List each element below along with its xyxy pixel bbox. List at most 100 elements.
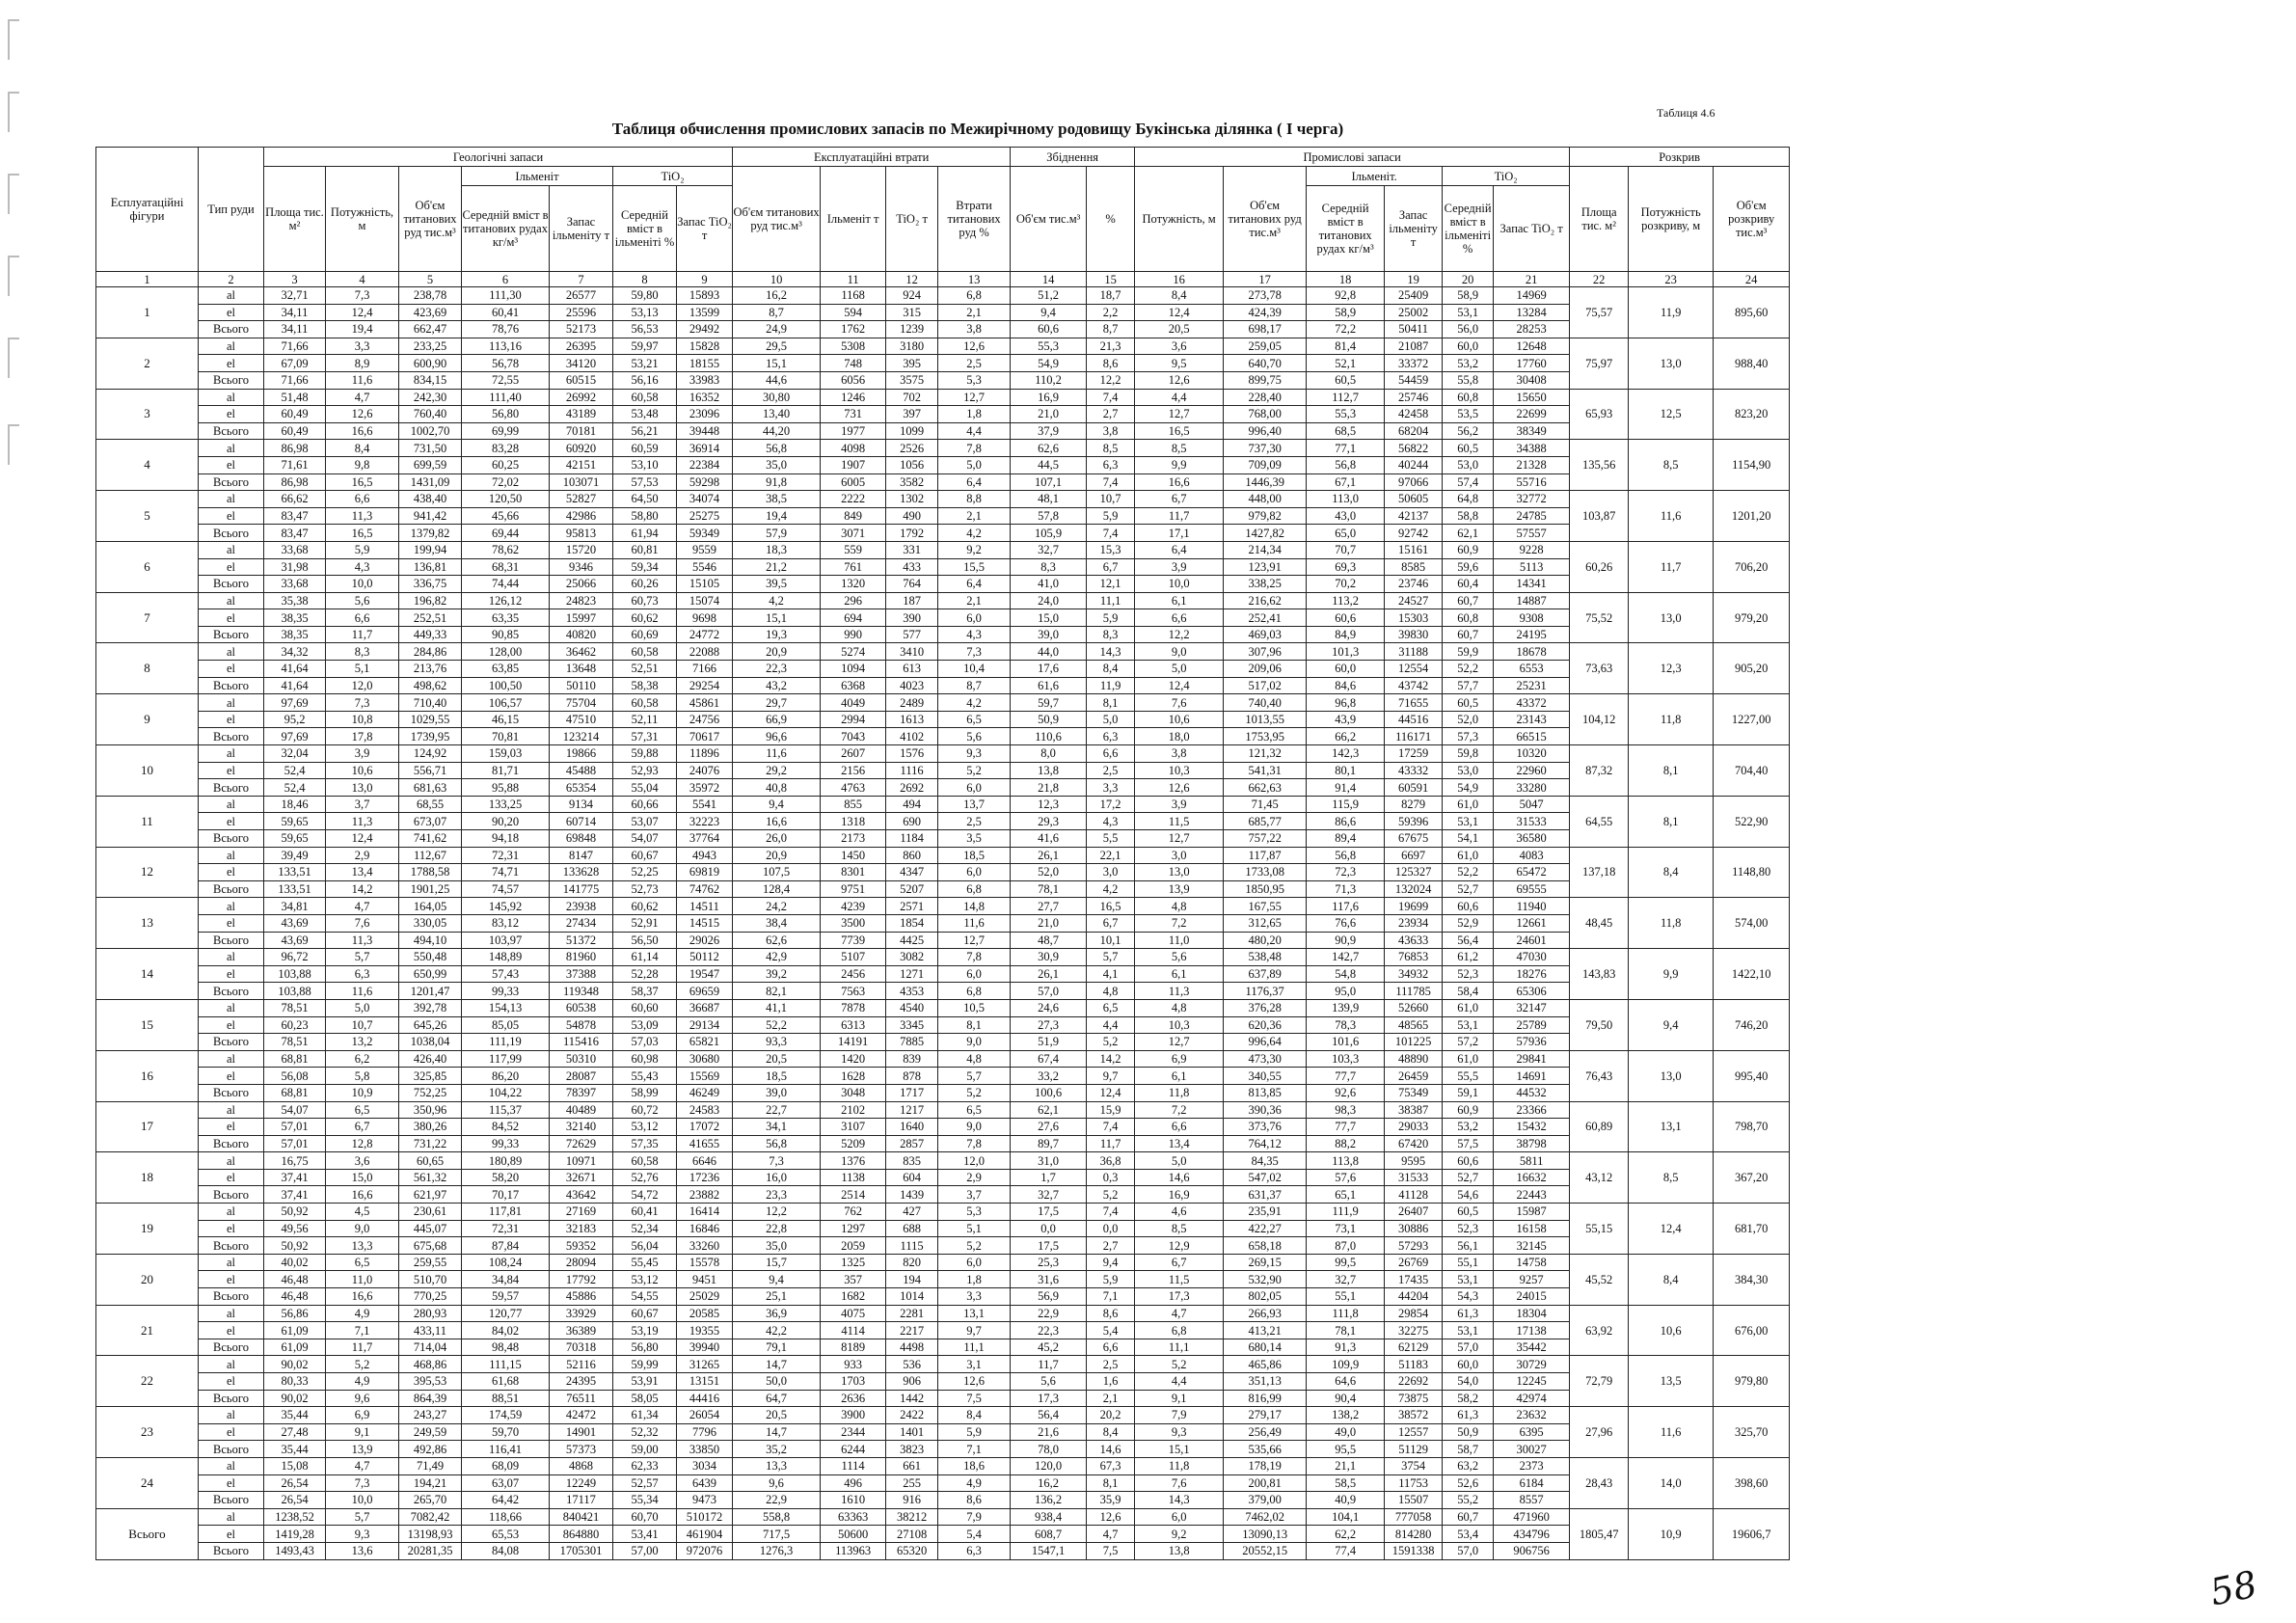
table-row: 12 al 39,49 2,9 112,67 72,31 8147 60,67 4943 20,9… [95, 846, 1791, 899]
table-cell: 1901,25 [398, 879, 462, 899]
overburden-cell: 60,89 [1569, 1100, 1630, 1153]
header-geo-ilmenite: Ільменіт [461, 166, 613, 186]
table-cell: 17,6 [1010, 660, 1088, 678]
table-cell: 7,6 [1134, 693, 1225, 712]
table-cell: 1099 [885, 421, 939, 441]
table-cell: 35972 [675, 778, 734, 797]
table-cell: 15987 [1493, 1203, 1571, 1221]
table-cell: 69,99 [461, 421, 550, 441]
table-cell: 6,5 [937, 710, 1012, 729]
table-cell: 4,9 [937, 1474, 1012, 1493]
table-cell: 15578 [675, 1253, 734, 1272]
table-cell: 379,00 [1223, 1491, 1308, 1509]
table-cell: 662,63 [1223, 778, 1308, 797]
table-cell: 70,7 [1306, 540, 1386, 559]
table-cell: 6,7 [325, 1118, 399, 1136]
table-cell: 12,2 [1086, 370, 1136, 390]
table-cell: 60,69 [612, 625, 677, 644]
table-cell: 675,68 [398, 1236, 462, 1255]
table-cell: 60,66 [612, 795, 677, 814]
table-cell: 2,1 [937, 303, 1012, 322]
table-cell: 13,3 [732, 1456, 822, 1475]
table-cell: 1115 [885, 1236, 939, 1255]
table-row: Всього 60,49 16,6 1002,70 69,99 70181 56,21 394… [96, 421, 1790, 441]
table-cell: 57,01 [263, 1134, 326, 1153]
table-cell: 600,90 [398, 354, 462, 372]
table-cell: 6,0 [937, 609, 1012, 627]
table-cell: 54,9 [1010, 354, 1088, 372]
table-cell: 68,81 [263, 1083, 326, 1102]
column-number: 12 [885, 271, 939, 287]
table-row: Всього 103,88 11,6 1201,47 99,33 119348 58,37 6… [96, 982, 1790, 1000]
figure-number: 16 [95, 1049, 199, 1102]
table-cell: 9,1 [1134, 1389, 1225, 1408]
ore-type-cell: al [198, 897, 264, 915]
table-cell: 52,76 [612, 1168, 677, 1187]
table-cell: 1703 [820, 1372, 887, 1391]
table-cell: 13,6 [325, 1541, 399, 1560]
table-cell: 1610 [820, 1491, 887, 1509]
table-cell: 6,0 [937, 1253, 1012, 1272]
table-cell: 60920 [549, 439, 613, 457]
table-row: Всього 41,64 12,0 498,62 100,50 50110 58,38 292… [96, 676, 1790, 695]
table-cell: 54,9 [1442, 778, 1495, 797]
table-cell: 78,3 [1306, 1015, 1386, 1035]
table-cell: 187 [885, 591, 939, 610]
table-cell: 57,0 [1442, 1338, 1495, 1357]
figure-number: 23 [95, 1406, 199, 1458]
table-cell: 106,57 [461, 693, 550, 712]
table-cell: 4,2 [937, 693, 1012, 712]
table-cell: 25789 [1493, 1015, 1571, 1035]
table-cell: 97,69 [263, 727, 326, 746]
table-cell: 19,3 [732, 625, 822, 644]
overburden-cell: 11,8 [1628, 693, 1715, 746]
table-cell: 4868 [549, 1456, 613, 1475]
table-cell: 32,7 [1010, 1185, 1088, 1204]
table-cell: 42,9 [732, 948, 822, 966]
header-c18: Середній вміст в титанових рудах кг/м³ [1306, 185, 1386, 272]
table-cell: 0,0 [1010, 1219, 1088, 1238]
table-cell: 98,3 [1306, 1100, 1386, 1120]
table-cell: 59,7 [1010, 693, 1088, 712]
table-cell: 27169 [549, 1203, 613, 1221]
table-cell: 12,9 [1134, 1236, 1225, 1255]
table-cell: 47030 [1493, 948, 1571, 966]
table-cell: 142,3 [1306, 744, 1386, 763]
table-row: el 67,09 8,9 600,90 56,78 34120 53,21 18155 15,1… [96, 354, 1790, 372]
table-cell: 972076 [675, 1541, 734, 1560]
table-cell: 50310 [549, 1049, 613, 1068]
table-cell: 49,56 [263, 1219, 326, 1238]
table-cell: 40489 [549, 1100, 613, 1120]
table-cell: 5541 [675, 795, 734, 814]
table-cell: 78,1 [1306, 1321, 1386, 1339]
table-row: el 61,09 7,1 433,11 84,02 36389 53,19 19355 42,2… [96, 1321, 1790, 1339]
table-cell: 56,08 [263, 1067, 326, 1085]
header-dilution: Збіднення [1010, 147, 1136, 167]
table-cell: 820 [885, 1253, 939, 1272]
table-cell: 426,40 [398, 1049, 462, 1068]
table-cell: 10,0 [1134, 575, 1225, 593]
table-cell: 561,32 [398, 1168, 462, 1187]
table-cell: 99,5 [1306, 1253, 1386, 1272]
table-cell: 43,0 [1306, 506, 1386, 526]
table-cell: 594 [820, 303, 887, 322]
table-cell: 6,1 [1134, 964, 1225, 984]
table-cell: 13599 [675, 303, 734, 322]
table-cell: 33280 [1493, 778, 1571, 797]
ore-type-cell: al [198, 286, 264, 305]
table-cell: 60,58 [612, 388, 677, 407]
table-cell: 373,76 [1223, 1118, 1308, 1136]
table-cell: 12,4 [1134, 676, 1225, 695]
table-row: 21 al 56,86 4,9 280,93 120,77 33929 60,67 20585 3… [95, 1304, 1791, 1357]
table-cell: 51183 [1384, 1355, 1444, 1373]
table-cell: 14,8 [937, 897, 1012, 915]
table-cell: 445,07 [398, 1219, 462, 1238]
table-cell: 57936 [1493, 1033, 1571, 1051]
table-cell: 91,8 [732, 473, 822, 492]
table-cell: 60,81 [612, 540, 677, 559]
table-cell: 44,20 [732, 421, 822, 441]
table-cell: 84,6 [1306, 676, 1386, 695]
table-cell: 11,7 [325, 625, 399, 644]
table-cell: 23632 [1493, 1406, 1571, 1424]
table-cell: 5,0 [1134, 660, 1225, 678]
